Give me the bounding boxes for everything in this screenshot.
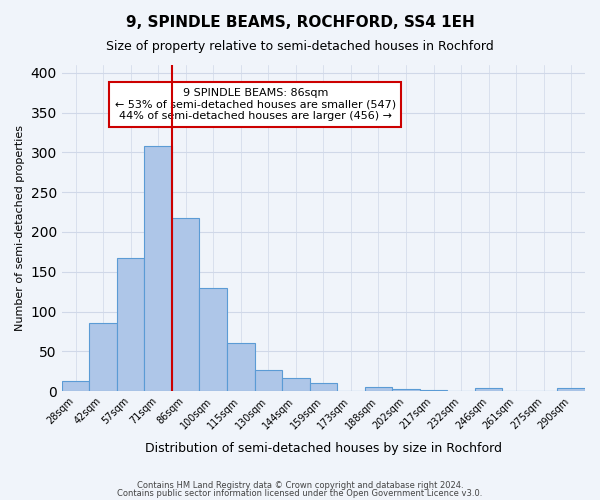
Text: Size of property relative to semi-detached houses in Rochford: Size of property relative to semi-detach…	[106, 40, 494, 53]
Bar	[420, 390, 448, 391]
Text: 9 SPINDLE BEAMS: 86sqm
← 53% of semi-detached houses are smaller (547)
44% of se: 9 SPINDLE BEAMS: 86sqm ← 53% of semi-det…	[115, 88, 396, 121]
Text: Contains public sector information licensed under the Open Government Licence v3: Contains public sector information licen…	[118, 488, 482, 498]
Bar	[282, 378, 310, 391]
Bar	[62, 380, 89, 391]
Bar	[310, 383, 337, 391]
Bar	[145, 146, 172, 391]
Bar	[557, 388, 585, 391]
Bar	[475, 388, 502, 391]
X-axis label: Distribution of semi-detached houses by size in Rochford: Distribution of semi-detached houses by …	[145, 442, 502, 455]
Text: Contains HM Land Registry data © Crown copyright and database right 2024.: Contains HM Land Registry data © Crown c…	[137, 481, 463, 490]
Bar	[199, 288, 227, 391]
Bar	[365, 387, 392, 391]
Bar	[254, 370, 282, 391]
Text: 9, SPINDLE BEAMS, ROCHFORD, SS4 1EH: 9, SPINDLE BEAMS, ROCHFORD, SS4 1EH	[125, 15, 475, 30]
Bar	[172, 218, 199, 391]
Bar	[89, 322, 117, 391]
Bar	[227, 344, 254, 391]
Bar	[392, 388, 420, 391]
Y-axis label: Number of semi-detached properties: Number of semi-detached properties	[15, 125, 25, 331]
Bar	[117, 258, 145, 391]
